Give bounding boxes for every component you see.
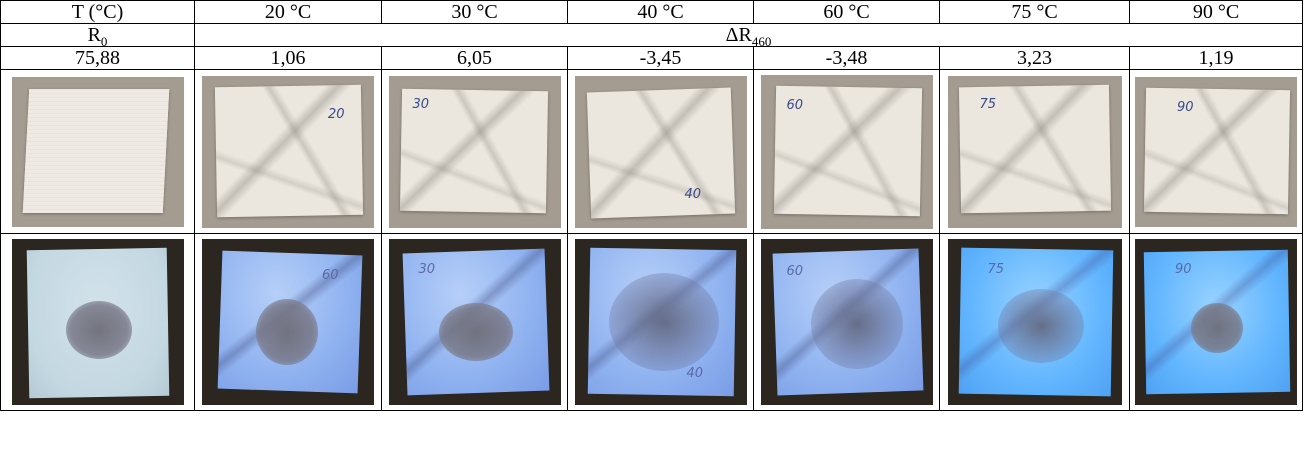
fabric-swatch-photo: 60 [760, 74, 933, 229]
r0-subscript: 0 [100, 34, 108, 49]
value-cell-60: -3,48 [753, 46, 940, 70]
header-cell-60: 60 °C [753, 0, 940, 24]
sample-label-40: 40 [684, 186, 702, 202]
value-cell-75: 3,23 [939, 46, 1130, 70]
uv-sample-label-90: 90 [1175, 262, 1192, 277]
header-cell-90: 90 °C [1129, 0, 1303, 24]
uv-fabric-photo: 40 [574, 239, 747, 405]
sample-label-30: 30 [412, 96, 430, 112]
values-row: 75,88 1,06 6,05 -3,45 -3,48 3,23 1,19 [0, 46, 1303, 70]
daylight-photo-row: 20 30 40 60 75 [0, 69, 1303, 234]
header-cell-30: 30 °C [381, 0, 568, 24]
measure-row: R0 ΔR460 [0, 23, 1303, 49]
fabric-swatch-photo [11, 76, 184, 227]
uv-fabric-photo: 75 [947, 239, 1122, 405]
r0-label-cell: R0 [0, 23, 195, 49]
uv-sample-label-75: 75 [987, 262, 1005, 277]
delta-r-label-cell: ΔR460 [194, 23, 1303, 49]
header-cell-75: 75 °C [939, 0, 1130, 24]
value-cell-90: 1,19 [1129, 46, 1303, 70]
sample-label-60: 60 [786, 97, 804, 113]
fabric-swatch-photo: 90 [1135, 76, 1297, 227]
uv-fabric-photo: 30 [388, 239, 561, 405]
fabric-swatch-photo: 30 [388, 75, 561, 228]
uv-photo-row: 60 30 40 60 [0, 233, 1303, 411]
value-cell-20: 1,06 [194, 46, 382, 70]
header-cell-40: 40 °C [567, 0, 754, 24]
value-cell-r0: 75,88 [0, 46, 195, 70]
value-cell-30: 6,05 [381, 46, 568, 70]
uv-fabric-photo: 60 [760, 239, 933, 405]
uv-sample-label-20: 60 [322, 268, 339, 283]
r0-label: R [87, 24, 101, 46]
delta-r-label: ΔR [725, 24, 752, 46]
header-cell-temperature: T (°C) [0, 0, 195, 24]
header-row: T (°C) 20 °C 30 °C 40 °C 60 °C 75 °C 90 … [0, 0, 1303, 24]
sample-label-20: 20 [328, 106, 345, 122]
value-cell-40: -3,45 [567, 46, 754, 70]
uv-fabric-photo: 60 [202, 239, 374, 405]
uv-sample-label-30: 30 [418, 262, 436, 277]
results-table: T (°C) 20 °C 30 °C 40 °C 60 °C 75 °C 90 … [0, 0, 1303, 411]
fabric-swatch-photo: 40 [574, 75, 747, 228]
header-cell-20: 20 °C [194, 0, 382, 24]
uv-sample-label-60: 60 [786, 264, 804, 279]
delta-r-subscript: 460 [751, 34, 772, 49]
uv-fabric-photo: 90 [1135, 239, 1297, 405]
uv-sample-label-40: 40 [686, 366, 704, 381]
uv-fabric-photo [11, 239, 184, 405]
fabric-swatch-photo: 75 [947, 75, 1122, 228]
sample-label-90: 90 [1177, 99, 1194, 115]
sample-label-75: 75 [979, 96, 997, 112]
fabric-swatch-photo: 20 [202, 75, 374, 228]
